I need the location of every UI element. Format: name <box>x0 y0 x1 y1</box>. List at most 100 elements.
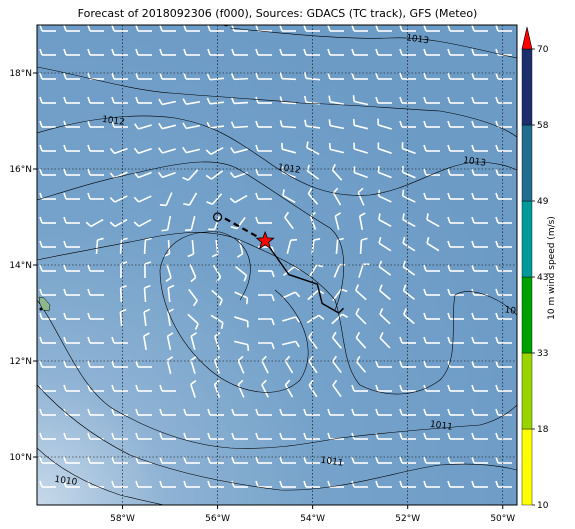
wind-barb <box>358 263 370 278</box>
wind-barb <box>283 265 301 276</box>
wind-barb <box>211 239 219 258</box>
wind-barb <box>352 118 368 130</box>
wind-barb <box>135 408 152 416</box>
wind-barb <box>208 216 221 231</box>
wind-barb <box>495 25 512 32</box>
wind-barb <box>351 72 368 80</box>
wind-barb <box>495 240 512 248</box>
isobar-line <box>159 231 251 301</box>
wind-barb <box>206 73 225 81</box>
wind-barb <box>495 360 512 368</box>
wind-barb <box>182 169 199 181</box>
wind-barb <box>332 379 342 398</box>
wind-barb <box>182 146 200 154</box>
y-tick-label: 18°N <box>9 69 32 79</box>
wind-barb <box>255 480 272 488</box>
wind-barb <box>471 312 488 320</box>
wind-barb <box>95 237 104 255</box>
wind-barb <box>87 288 104 296</box>
wind-barb <box>159 432 176 440</box>
wind-barb <box>447 240 464 248</box>
wind-barb <box>303 480 320 488</box>
wind-barb <box>39 168 56 176</box>
wind-barb <box>166 356 174 374</box>
wind-barb <box>471 264 488 272</box>
wind-barb <box>471 144 488 152</box>
wind-barb <box>111 408 128 416</box>
wind-barb <box>353 166 368 179</box>
wind-barb <box>205 170 224 180</box>
wind-barb <box>402 260 416 276</box>
wind-barb <box>187 239 195 258</box>
wind-barb <box>423 120 440 128</box>
wind-barb <box>63 288 80 296</box>
wind-barb <box>423 144 440 152</box>
wind-barb <box>471 25 488 32</box>
colorbar-segment <box>521 352 533 430</box>
wind-speed-field <box>37 25 517 505</box>
wind-barb <box>167 308 174 327</box>
wind-barb <box>87 25 104 32</box>
wind-barb <box>109 171 128 179</box>
y-tick-label: 12°N <box>9 357 32 367</box>
wind-barb <box>134 123 152 130</box>
wind-barb <box>331 331 343 349</box>
wind-barb <box>63 360 80 368</box>
wind-barb <box>39 192 56 200</box>
wind-barb <box>182 98 201 105</box>
wind-barb <box>471 480 488 488</box>
wind-barb <box>63 25 80 32</box>
wind-barb <box>351 480 368 488</box>
wind-barb <box>282 189 296 204</box>
wind-barb <box>184 216 196 232</box>
tc-track-line <box>264 240 345 314</box>
wind-barb <box>109 195 128 203</box>
wind-barb <box>375 456 392 464</box>
wind-barb <box>135 96 152 104</box>
wind-barb <box>39 288 56 296</box>
x-tick-label: 50°W <box>490 514 515 524</box>
colorbar-label: 10 m wind speed (m/s) <box>547 216 557 320</box>
wind-barb <box>255 432 272 440</box>
wind-barb <box>111 480 128 488</box>
wind-barb <box>423 288 440 296</box>
wind-barb <box>183 25 200 32</box>
wind-barb <box>111 456 128 464</box>
wind-barb <box>399 408 416 416</box>
wind-barb <box>111 25 128 32</box>
wind-barb <box>237 379 245 398</box>
wind-barb <box>111 96 128 104</box>
wind-barb <box>327 432 344 440</box>
wind-barb <box>378 284 391 301</box>
isobar-line <box>37 384 517 491</box>
wind-barb <box>401 165 416 179</box>
wind-barb <box>135 456 152 464</box>
wind-barb <box>279 480 296 488</box>
wind-barb <box>447 408 464 416</box>
wind-barb <box>109 147 128 155</box>
wind-barb <box>190 379 197 398</box>
isobar-line <box>37 299 517 449</box>
wind-barb <box>237 355 245 374</box>
wind-barb <box>87 192 104 200</box>
wind-barb <box>63 72 80 80</box>
wind-barb <box>207 408 224 416</box>
wind-barb <box>87 336 104 344</box>
wind-barb <box>135 432 152 440</box>
wind-barb <box>257 342 275 350</box>
wind-barb <box>447 456 464 464</box>
wind-barb <box>255 48 272 56</box>
wind-barb <box>87 384 104 392</box>
wind-barb <box>63 216 80 224</box>
wind-barb <box>286 238 298 254</box>
contour-label-layer: 1013 1013 1012 1012 1013 10 1011 1011 1010 <box>54 25 517 488</box>
wind-barb <box>308 355 318 374</box>
wind-barb <box>143 237 152 255</box>
wind-barb <box>39 456 56 464</box>
wind-barb <box>279 120 297 129</box>
current-position-star <box>255 230 275 250</box>
isobar-layer <box>37 27 517 505</box>
wind-barb <box>471 216 488 224</box>
wind-barb <box>355 308 367 325</box>
